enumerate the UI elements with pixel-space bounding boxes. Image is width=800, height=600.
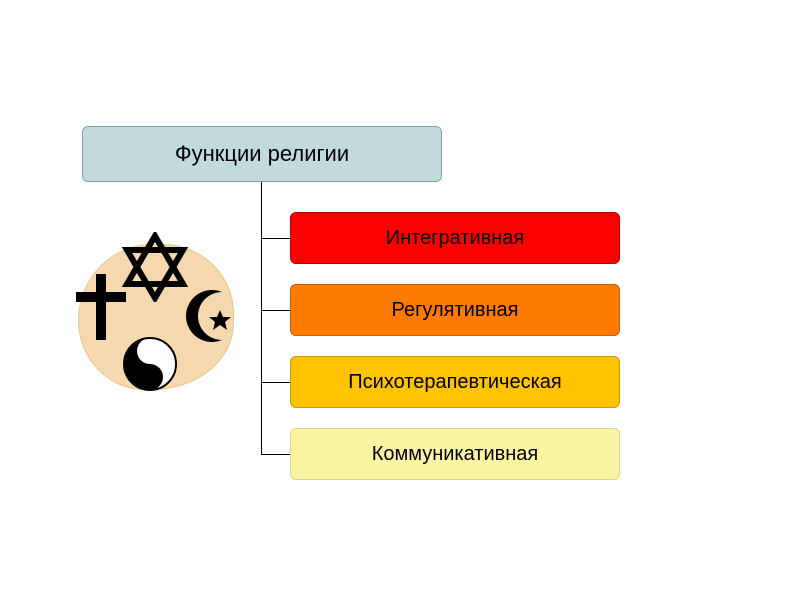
cross-icon — [76, 274, 126, 340]
child-box-0: Интегративная — [290, 212, 620, 264]
child-box-2: Психотерапевтическая — [290, 356, 620, 408]
connector-branch-0 — [261, 238, 290, 239]
child-label: Интегративная — [386, 227, 525, 250]
root-box: Функции религии — [82, 126, 442, 182]
religion-symbols-icon — [70, 230, 250, 410]
root-label: Функции религии — [175, 141, 349, 167]
child-box-1: Регулятивная — [290, 284, 620, 336]
child-box-3: Коммуникативная — [290, 428, 620, 480]
connector-branch-1 — [261, 310, 290, 311]
connector-branch-2 — [261, 382, 290, 383]
child-label: Регулятивная — [392, 299, 519, 322]
child-label: Психотерапевтическая — [348, 371, 561, 394]
star-of-david-icon — [120, 232, 190, 302]
connector-trunk — [261, 182, 262, 454]
yin-yang-icon — [122, 336, 178, 392]
connector-branch-3 — [261, 454, 290, 455]
star-and-crescent-icon — [182, 286, 242, 346]
child-label: Коммуникативная — [372, 443, 539, 466]
